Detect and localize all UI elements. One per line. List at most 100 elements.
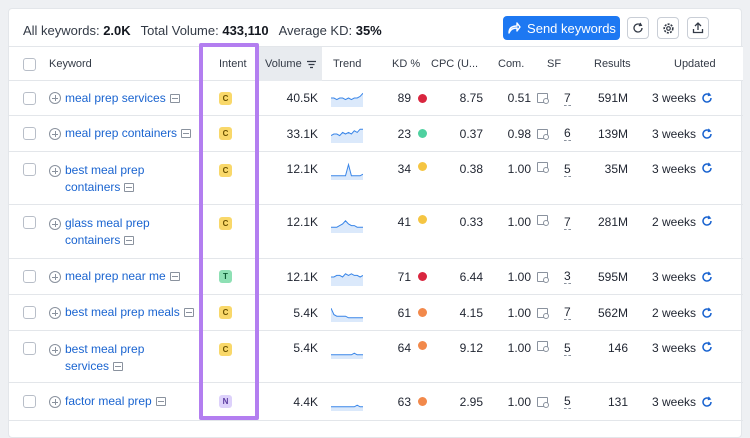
keyword-link[interactable]: meal prep near me (65, 268, 180, 285)
column-header-cpc[interactable]: CPC (U... (431, 58, 479, 70)
kd-cell: 41 (377, 205, 427, 258)
row-checkbox[interactable] (23, 395, 36, 408)
serp-features-icon (537, 271, 549, 283)
add-to-list-icon[interactable] (49, 127, 61, 140)
updated-cell: 3 weeks (652, 152, 713, 204)
row-checkbox[interactable] (23, 91, 36, 105)
column-header-trend[interactable]: Trend (333, 58, 362, 70)
trend-cell (331, 116, 363, 151)
update-metrics-icon[interactable] (701, 215, 713, 227)
keyword-link[interactable]: best meal prep containers (65, 163, 145, 194)
average-kd-stat: Average KD: 35% (278, 22, 382, 38)
add-to-list-icon[interactable] (49, 306, 61, 319)
update-metrics-icon[interactable] (701, 271, 713, 283)
add-to-list-icon[interactable] (49, 270, 61, 283)
keyword-cell: best meal prep containers (49, 152, 199, 204)
serp-preview-icon[interactable] (155, 397, 166, 407)
keyword-link[interactable]: factor meal prep (65, 393, 166, 410)
trend-sparkline (331, 220, 363, 233)
keyword-link[interactable]: meal prep containers (65, 125, 192, 142)
summary-bar: All keywords: 2.0K Total Volume: 433,110… (23, 20, 382, 40)
updated-cell: 2 weeks (652, 295, 713, 330)
results-cell: 591M (597, 91, 628, 105)
add-to-list-icon[interactable] (49, 344, 61, 356)
sf-cell[interactable]: 5 (537, 383, 571, 420)
updated-cell: 3 weeks (652, 383, 713, 420)
intent-cell: C (219, 116, 232, 151)
select-all-checkbox[interactable] (23, 57, 36, 71)
row-checkbox[interactable] (23, 342, 36, 355)
column-header-com[interactable]: Com. (498, 58, 525, 70)
row-checkbox[interactable] (23, 270, 36, 283)
competition-cell: 0.98 (507, 126, 531, 141)
column-header-keyword[interactable]: Keyword (49, 58, 92, 70)
settings-icon (662, 22, 674, 34)
serp-preview-icon[interactable] (169, 272, 180, 282)
export-icon (692, 22, 704, 34)
keyword-link[interactable]: meal prep services (65, 90, 180, 107)
table-header: Keyword Intent Volume Trend KD % CPC (U.… (9, 46, 743, 81)
update-metrics-icon[interactable] (701, 307, 713, 319)
sf-cell[interactable]: 5 (537, 331, 571, 382)
sf-cell[interactable]: 5 (537, 152, 571, 204)
add-to-list-icon[interactable] (49, 218, 61, 230)
column-header-sf[interactable]: SF (547, 58, 562, 70)
serp-preview-icon[interactable] (124, 183, 135, 193)
kd-difficulty-dot (418, 215, 427, 224)
add-to-list-icon[interactable] (49, 165, 61, 177)
update-metrics-icon[interactable] (701, 92, 713, 104)
trend-cell (331, 295, 363, 330)
export-button[interactable] (687, 17, 709, 39)
results-cell: 562M (597, 305, 628, 320)
settings-button[interactable] (657, 17, 679, 39)
cpc-cell: 0.33 (459, 215, 483, 229)
table-row: meal prep services C 40.5K 89 8.75 0.51 7 591M 3… (9, 81, 743, 116)
column-header-updated[interactable]: Updated (674, 58, 716, 70)
intent-badge: T (219, 270, 232, 283)
serp-features-icon (537, 93, 549, 104)
total-volume-stat: Total Volume: 433,110 (140, 22, 269, 38)
update-metrics-icon[interactable] (701, 396, 713, 408)
serp-preview-icon[interactable] (124, 236, 135, 246)
table-row: factor meal prep N 4.4K 63 2.95 1.00 5 131 3 wee… (9, 383, 743, 421)
row-select-cell (23, 205, 36, 258)
kd-difficulty-dot (418, 129, 427, 138)
keyword-link[interactable]: glass meal prep containers (65, 216, 150, 247)
sf-cell[interactable]: 3 (537, 259, 571, 294)
trend-sparkline (331, 272, 363, 286)
serp-preview-icon[interactable] (183, 308, 194, 318)
update-metrics-icon[interactable] (701, 162, 713, 174)
row-select-cell (23, 116, 36, 151)
keyword-link[interactable]: best meal prep meals (65, 304, 194, 321)
serp-preview-icon[interactable] (113, 362, 124, 372)
keyword-cell: factor meal prep (49, 383, 199, 420)
add-to-list-icon[interactable] (49, 92, 61, 104)
serp-preview-icon[interactable] (181, 129, 192, 139)
serp-features-icon (537, 162, 549, 173)
sf-cell[interactable]: 6 (537, 116, 571, 151)
sf-cell[interactable]: 7 (537, 205, 571, 258)
updated-cell: 3 weeks (652, 116, 713, 151)
sf-cell[interactable]: 7 (537, 81, 571, 115)
row-checkbox[interactable] (23, 163, 36, 176)
sf-cell[interactable]: 7 (537, 295, 571, 330)
column-header-volume[interactable]: Volume (258, 47, 322, 81)
row-checkbox[interactable] (23, 127, 36, 140)
keyword-cell: best meal prep services (49, 331, 199, 382)
send-keywords-button[interactable]: Send keywords (503, 16, 620, 40)
serp-preview-icon[interactable] (169, 93, 180, 103)
refresh-button[interactable] (627, 17, 649, 39)
column-header-results[interactable]: Results (594, 58, 631, 70)
update-metrics-icon[interactable] (701, 128, 713, 140)
update-metrics-icon[interactable] (701, 341, 713, 353)
row-checkbox[interactable] (23, 306, 36, 319)
serp-features-icon (537, 215, 549, 226)
column-header-kd[interactable]: KD % (392, 58, 421, 70)
column-header-intent[interactable]: Intent (219, 58, 247, 70)
trend-sparkline (331, 162, 363, 180)
add-to-list-icon[interactable] (49, 395, 61, 408)
kd-difficulty-dot (418, 93, 427, 103)
keyword-link[interactable]: best meal prep services (65, 342, 145, 373)
row-checkbox[interactable] (23, 216, 36, 229)
competition-cell: 1.00 (507, 305, 531, 320)
